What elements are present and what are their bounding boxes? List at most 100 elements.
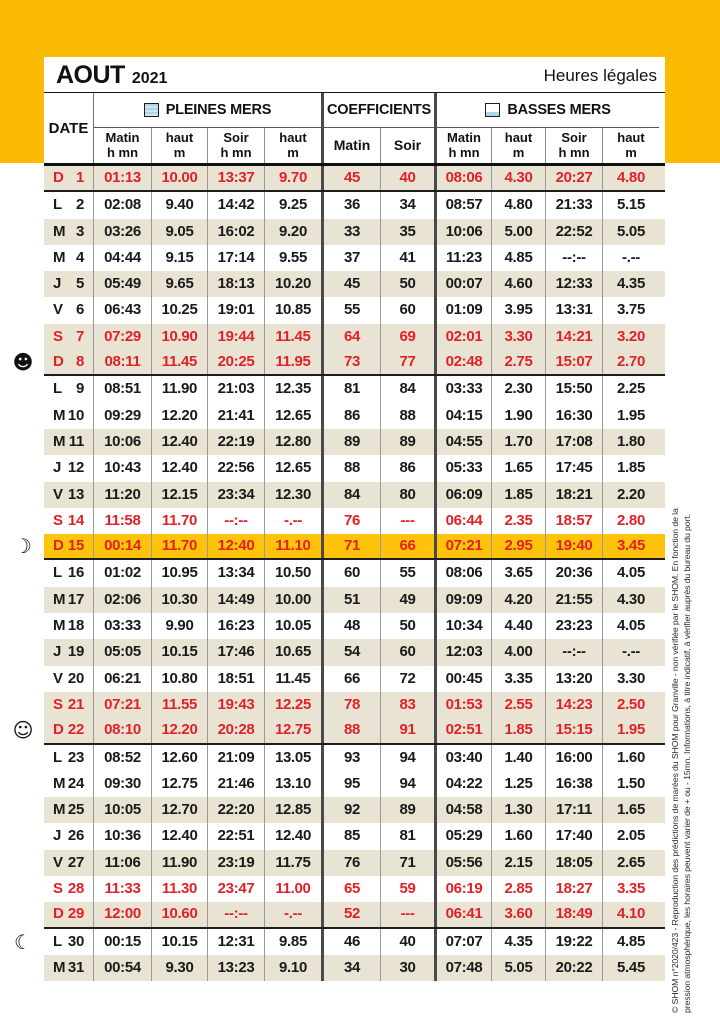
bm-soir-height: 2.20 (617, 485, 645, 503)
bm-soir-height: 3.35 (617, 880, 645, 898)
coef-soir: --- (381, 902, 437, 927)
bm-soir-time: 13:20 (546, 665, 603, 692)
pm-soir-height: 12.65 (265, 455, 324, 482)
matin-label: Matin (447, 130, 481, 145)
coef-soir: 30 (381, 954, 437, 982)
bm-soir-time: 23:23 (546, 613, 603, 640)
coef-matin: 81 (324, 376, 381, 403)
pm-soir-height: 9.10 (265, 954, 324, 982)
bm-matin-time: 07:21 (437, 534, 492, 559)
pm-soir-time: 23:19 (208, 849, 265, 877)
pm-matin-height: 10.90 (152, 323, 208, 351)
pm-soir-height: 12.85 (265, 797, 324, 824)
day-letter: L (53, 932, 62, 950)
coef-matin: 84 (324, 481, 381, 508)
day-letter: M (53, 801, 66, 819)
bm-matin-time: 04:22 (437, 770, 492, 798)
pm-matin-height: 12.40 (152, 455, 208, 482)
pm-matin-height: 12.40 (152, 428, 208, 456)
pm-soir-time: 17:46 (208, 639, 265, 666)
date-cell: D 15 (44, 534, 94, 559)
pm-matin-time: 03:33 (94, 613, 152, 640)
bm-soir-time: 17:08 (546, 428, 603, 456)
date-cell: M 25 (44, 797, 94, 824)
day-letter: J (53, 827, 62, 845)
pm-soir-height: 11.75 (265, 849, 324, 877)
day-number: 20 (67, 669, 84, 687)
haut-label: haut (165, 130, 194, 145)
bm-matin-time: 02:48 (437, 350, 492, 375)
bm-soir-height: 2.25 (617, 380, 645, 398)
table-row-S7: S 7 07:29 10.90 19:44 11.45 64 69 02:01 3.30 14:21… (44, 323, 665, 351)
soir-label: Soir (393, 137, 422, 154)
table-row-M17: M 17 02:06 10.30 14:49 10.00 51 49 09:09 4.20 21:5… (44, 586, 665, 614)
day-number: 28 (67, 880, 84, 898)
bm-matin-height: 3.95 (492, 297, 546, 324)
pm-matin-time: 02:06 (94, 586, 152, 614)
day-number: 8 (75, 353, 84, 371)
pm-soir-height: 10.65 (265, 639, 324, 666)
pm-matin-time: 06:21 (94, 665, 152, 692)
bm-matin-time: 04:15 (437, 402, 492, 429)
low-tide-icon (485, 103, 501, 117)
bm-matin-height: 2.30 (492, 376, 546, 403)
pm-matin-time: 10:36 (94, 823, 152, 850)
pm-soir-height: 9.85 (265, 928, 324, 955)
coef-soir: 86 (381, 455, 437, 482)
bm-matin-time: 05:56 (437, 849, 492, 877)
table-row-S21: S 21 07:21 11.55 19:43 12.25 78 83 01:53 2.55 14:2… (44, 691, 665, 719)
coef-soir: 60 (381, 297, 437, 324)
legal-hours-label: Heures légales (543, 65, 657, 85)
bm-matin-height: 4.20 (492, 586, 546, 614)
pm-soir-time: 19:43 (208, 691, 265, 719)
bm-soir-height: 1.95 (617, 406, 645, 424)
day-number: 7 (75, 327, 84, 345)
hmn-label: h mn (448, 144, 480, 160)
table-row-L9: L 9 08:51 11.90 21:03 12.35 81 84 03:33 2.30 15:50… (44, 376, 665, 403)
bm-matin-time: 00:07 (437, 271, 492, 298)
coef-matin: 55 (324, 297, 381, 324)
pm-matin-height: 12.15 (152, 481, 208, 508)
m-label: m (625, 144, 637, 160)
bm-matin-time: 05:29 (437, 823, 492, 850)
bm-soir-height: 4.85 (617, 932, 645, 950)
pm-matin-height: 10.60 (152, 902, 208, 927)
bm-matin-height: 5.05 (492, 954, 546, 982)
date-cell: M 10 (44, 402, 94, 429)
date-cell: S 21 (44, 691, 94, 719)
pm-soir-height: 9.20 (265, 218, 324, 245)
coef-soir: 69 (381, 323, 437, 351)
pm-soir-time: 19:01 (208, 297, 265, 324)
coef-soir: 59 (381, 876, 437, 903)
coef-soir: --- (381, 507, 437, 535)
pm-soir-time: 18:51 (208, 665, 265, 692)
pm-soir-height: 12.30 (265, 481, 324, 508)
pm-matin-height: 9.90 (152, 613, 208, 640)
pm-soir-time: 12:31 (208, 928, 265, 955)
haut-label: haut (617, 130, 645, 145)
date-cell: L 23 (44, 744, 94, 771)
bm-soir-time: 20:22 (546, 954, 603, 982)
bm-matin-time: 06:09 (437, 481, 492, 508)
coef-matin: 66 (324, 665, 381, 692)
bm-soir-height: 2.05 (617, 827, 645, 845)
bm-matin-time: 03:40 (437, 744, 492, 771)
soir-label: Soir (561, 130, 587, 145)
table-row-D22: D 22 08:10 12.20 20:28 12.75 88 91 02:51 1.85 15:1… (13, 718, 665, 745)
day-number: 4 (75, 248, 84, 266)
pm-matin-time: 11:58 (94, 507, 152, 535)
month-title: AOUT 2021 (56, 61, 167, 90)
bm-soir-time: 20:27 (546, 166, 603, 191)
year-label: 2021 (131, 70, 168, 87)
date-cell: D 22 (44, 718, 94, 743)
pm-soir-height: 9.55 (265, 244, 324, 272)
pm-matin-time: 07:29 (94, 323, 152, 351)
day-letter: V (53, 485, 63, 503)
bm-soir-height: 4.30 (617, 590, 645, 608)
coef-soir: 83 (381, 691, 437, 719)
